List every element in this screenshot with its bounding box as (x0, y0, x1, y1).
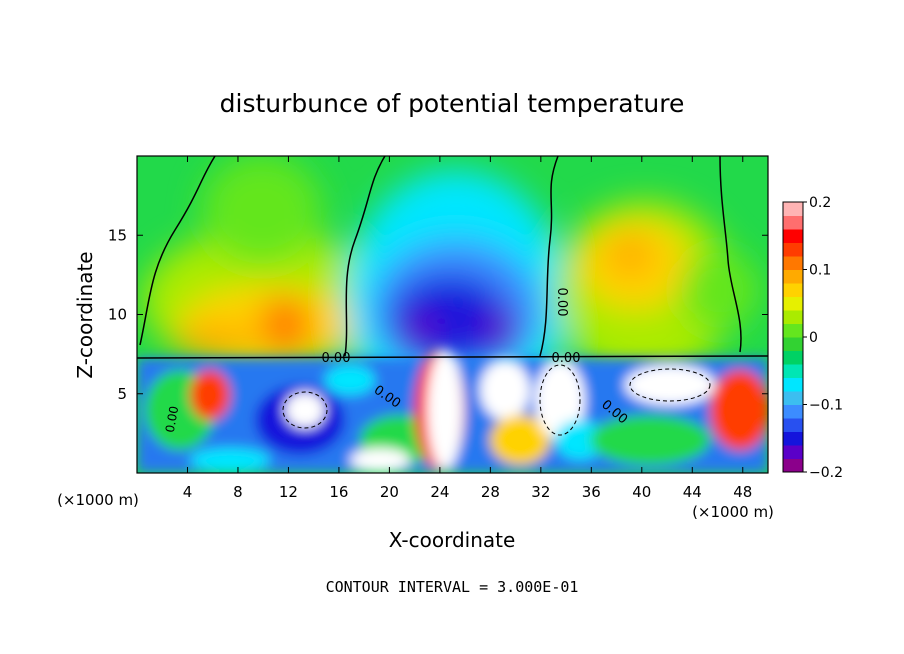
colorbar-swatch (783, 296, 803, 311)
y-tick-label: 10 (108, 306, 127, 324)
x-unit-left: (×1000 m) (57, 491, 139, 509)
colorbar-swatch (783, 337, 803, 351)
x-tick-label: 48 (733, 483, 752, 501)
negative-contours (282, 364, 711, 436)
colorbar-swatch (783, 391, 803, 405)
colorbar-swatch (783, 283, 803, 297)
colorbar-tick-label: 0 (809, 330, 818, 346)
x-tick-label: 36 (582, 483, 601, 501)
colorbar-swatch (783, 431, 803, 446)
lower-layer-turbulence (137, 350, 768, 473)
colorbar-tick-label: 0.2 (809, 195, 831, 211)
x-axis-label: X-coordinate (389, 528, 516, 552)
contour-label: 0.00 (554, 288, 569, 317)
y-axis-label: Z-coordinate (73, 251, 97, 378)
y-tick-label: 15 (108, 226, 127, 244)
y-tick-label: 5 (117, 385, 127, 403)
colorbar-swatch (783, 350, 803, 365)
x-tick-label: 8 (233, 483, 243, 501)
colorbar-swatch (783, 364, 803, 378)
contour-interval-note: CONTOUR INTERVAL = 3.000E-01 (326, 578, 579, 596)
x-axis: 4 8 12 16 20 24 28 32 36 40 44 48 (183, 156, 752, 501)
colorbar-swatch (783, 242, 803, 257)
colorbar-swatch (783, 202, 803, 216)
colorbar-swatch (783, 323, 803, 338)
heatmap-field (137, 156, 768, 473)
x-tick-label: 32 (531, 483, 550, 501)
x-unit-right: (×1000 m) (692, 503, 774, 521)
zero-contours (137, 156, 768, 359)
colorbar (783, 202, 803, 473)
x-tick-label: 12 (279, 483, 298, 501)
colorbar-swatch (783, 269, 803, 284)
x-tick-label: 20 (380, 483, 399, 501)
contour-label: 0.00 (163, 405, 181, 434)
x-tick-label: 44 (683, 483, 702, 501)
contour-label: 0.00 (552, 351, 581, 366)
colorbar-swatch (783, 229, 803, 243)
colorbar-swatch (783, 418, 803, 432)
colorbar-swatch (783, 445, 803, 459)
y-axis: 5 10 15 (108, 226, 768, 403)
x-tick-label: 28 (481, 483, 500, 501)
x-tick-label: 24 (430, 483, 449, 501)
colorbar-tick-label: −0.2 (809, 465, 843, 481)
colorbar-ticks: 0.2 0.1 0 −0.1 −0.2 (803, 195, 843, 481)
x-tick-label: 40 (632, 483, 651, 501)
colorbar-swatch (783, 377, 803, 392)
chart-title: disturbunce of potential temperature (220, 89, 685, 118)
colorbar-swatch (783, 256, 803, 270)
x-tick-label: 16 (329, 483, 348, 501)
colorbar-swatch (783, 310, 803, 324)
contour-label: 0.00 (322, 351, 351, 366)
x-tick-label: 4 (183, 483, 193, 501)
colorbar-swatch (783, 404, 803, 419)
colorbar-swatch (783, 458, 803, 473)
colorbar-swatch (783, 215, 803, 230)
colorbar-tick-label: 0.1 (809, 263, 831, 279)
colorbar-tick-label: −0.1 (809, 398, 843, 414)
